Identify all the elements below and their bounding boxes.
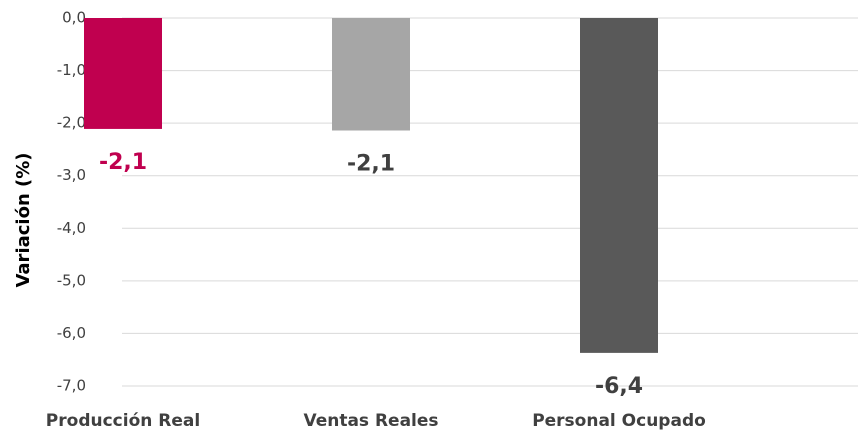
y-tick-label: -2,0 — [57, 114, 86, 132]
bar — [580, 18, 658, 353]
value-label: -2,1 — [99, 150, 147, 175]
y-axis-label: Variación (%) — [13, 152, 34, 287]
bar — [84, 18, 162, 129]
value-label: -2,1 — [347, 152, 395, 177]
y-tick-label: -1,0 — [57, 61, 86, 79]
y-tick-label: -3,0 — [57, 166, 86, 184]
bar — [332, 18, 410, 131]
y-tick-label: -4,0 — [57, 219, 86, 237]
x-tick-label: Ventas Reales — [303, 411, 438, 431]
y-tick-label: 0,0 — [62, 9, 86, 27]
y-tick-label: -7,0 — [57, 377, 86, 395]
value-label: -6,4 — [595, 374, 643, 399]
y-tick-label: -6,0 — [57, 324, 86, 342]
y-tick-label: -5,0 — [57, 271, 86, 289]
x-tick-label: Producción Real — [46, 411, 200, 431]
x-tick-label: Personal Ocupado — [532, 411, 706, 431]
